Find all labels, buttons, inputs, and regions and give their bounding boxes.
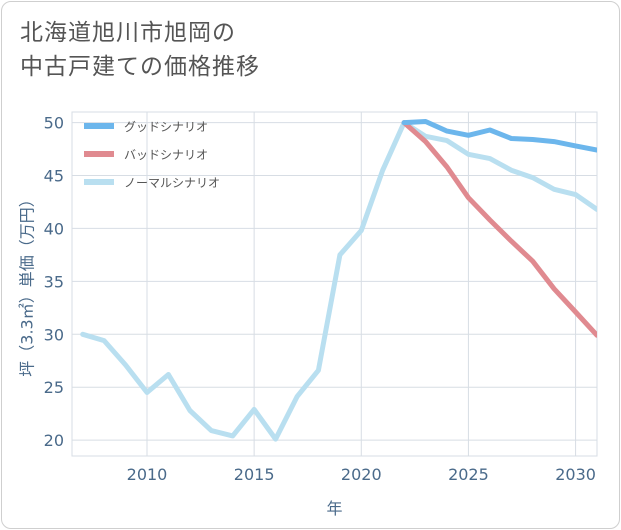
legend-label-good: グッドシナリオ xyxy=(124,120,208,134)
y-tick-label: 35 xyxy=(44,272,64,291)
legend-label-normal: ノーマルシナリオ xyxy=(124,176,220,190)
y-tick-label: 50 xyxy=(44,114,64,133)
y-tick-label: 20 xyxy=(44,431,64,450)
series-line-normal xyxy=(80,120,597,442)
chart-title: 北海道旭川市旭岡の 中古戸建ての価格推移 xyxy=(20,20,260,80)
y-tick-label: 25 xyxy=(44,378,64,397)
plot-area xyxy=(71,111,598,457)
y-tick-label: 45 xyxy=(44,167,64,186)
series-line-bad xyxy=(401,120,597,338)
x-tick-label: 2015 xyxy=(234,465,275,484)
x-axis-title: 年 xyxy=(326,499,342,518)
y-tick-label: 30 xyxy=(44,325,64,344)
x-tick-label: 2025 xyxy=(448,465,489,484)
y-axis-title: 坪（3.3㎡）単価（万円） xyxy=(18,191,37,376)
y-tick-label: 40 xyxy=(44,219,64,238)
x-tick-label: 2030 xyxy=(555,465,596,484)
x-tick-label: 2020 xyxy=(341,465,382,484)
x-tick-label: 2010 xyxy=(127,465,168,484)
legend-label-bad: バッドシナリオ xyxy=(124,148,208,162)
series-line-good xyxy=(401,119,597,153)
